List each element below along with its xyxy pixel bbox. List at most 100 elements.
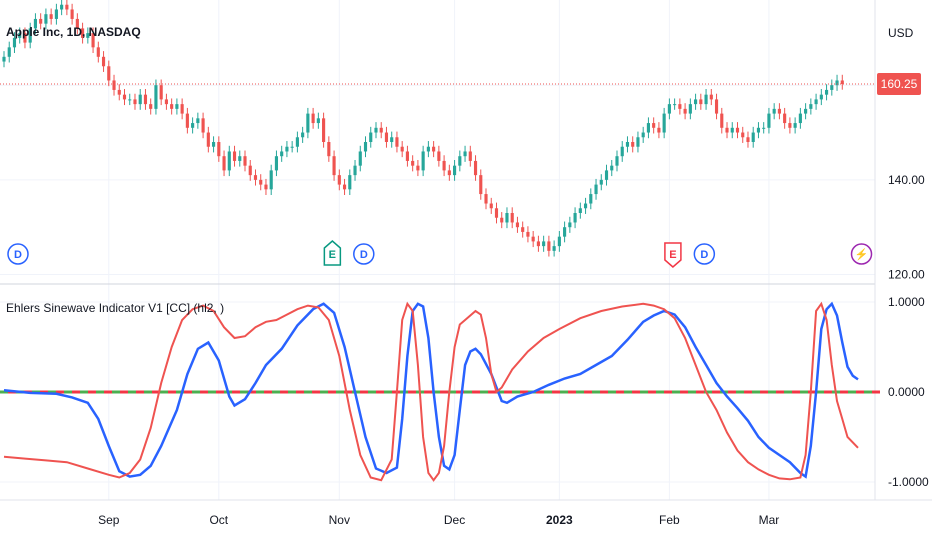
dividend-marker[interactable]: D <box>353 243 375 265</box>
candle-body[interactable] <box>683 108 687 114</box>
candle-body[interactable] <box>274 156 279 171</box>
candle-body[interactable] <box>631 142 635 147</box>
candle-body[interactable] <box>363 142 368 152</box>
candle-body[interactable] <box>201 118 205 133</box>
candle-body[interactable] <box>709 94 713 100</box>
candle-body[interactable] <box>741 132 745 138</box>
candle-body[interactable] <box>804 108 808 114</box>
dividend-marker[interactable]: D <box>7 243 29 265</box>
candle-body[interactable] <box>840 80 844 85</box>
candle-body[interactable] <box>484 194 488 204</box>
candle-body[interactable] <box>814 99 818 105</box>
candle-body[interactable] <box>259 179 263 185</box>
candle-body[interactable] <box>714 99 719 114</box>
candle-body[interactable] <box>7 47 11 57</box>
candle-body[interactable] <box>526 231 530 237</box>
candle-body[interactable] <box>159 85 163 100</box>
candle-body[interactable] <box>819 94 823 100</box>
candle-body[interactable] <box>337 175 341 185</box>
candle-body[interactable] <box>28 28 32 43</box>
candle-body[interactable] <box>458 156 462 166</box>
candle-body[interactable] <box>70 9 74 19</box>
candle-body[interactable] <box>227 151 231 171</box>
candle-body[interactable] <box>489 203 493 209</box>
candle-body[interactable] <box>646 123 651 133</box>
candle-body[interactable] <box>699 99 703 105</box>
candle-body[interactable] <box>374 127 378 133</box>
candle-body[interactable] <box>824 89 829 95</box>
event-markers[interactable]: D E D E D ⚡ <box>7 240 873 268</box>
candle-body[interactable] <box>149 104 153 109</box>
candle-body[interactable] <box>531 236 535 242</box>
candle-body[interactable] <box>133 99 137 105</box>
candle-body[interactable] <box>615 156 619 166</box>
candle-body[interactable] <box>243 156 247 166</box>
dividend-marker[interactable]: D <box>693 243 716 265</box>
candle-body[interactable] <box>60 4 64 10</box>
candle-body[interactable] <box>494 208 499 218</box>
candle-body[interactable] <box>164 99 168 105</box>
candle-body[interactable] <box>552 246 556 251</box>
candle-body[interactable] <box>411 160 415 166</box>
candle-body[interactable] <box>583 203 588 209</box>
candle-body[interactable] <box>217 142 221 157</box>
candle-body[interactable] <box>772 108 776 114</box>
candle-body[interactable] <box>573 213 577 223</box>
candle-body[interactable] <box>122 94 127 100</box>
candle-body[interactable] <box>238 156 242 161</box>
candle-body[interactable] <box>280 151 284 157</box>
candle-body[interactable] <box>18 33 22 38</box>
candle-body[interactable] <box>657 127 661 133</box>
candle-body[interactable] <box>793 123 797 128</box>
candle-body[interactable] <box>39 18 43 24</box>
candle-body[interactable] <box>2 56 6 62</box>
candle-body[interactable] <box>798 113 802 124</box>
candle-body[interactable] <box>322 118 326 142</box>
candle-body[interactable] <box>510 213 514 223</box>
candle-body[interactable] <box>384 132 389 142</box>
candle-body[interactable] <box>86 33 90 38</box>
candle-body[interactable] <box>604 170 609 180</box>
candle-body[interactable] <box>301 132 305 138</box>
candle-body[interactable] <box>400 146 404 152</box>
candle-body[interactable] <box>751 132 755 142</box>
candle-body[interactable] <box>762 127 766 129</box>
candle-body[interactable] <box>75 18 79 29</box>
candle-body[interactable] <box>395 137 399 147</box>
candle-body[interactable] <box>473 160 478 176</box>
candle-body[interactable] <box>33 18 38 29</box>
candle-body[interactable] <box>636 137 640 147</box>
candle-body[interactable] <box>211 142 216 147</box>
candle-body[interactable] <box>809 104 813 109</box>
candle-body[interactable] <box>788 123 792 128</box>
candle-body[interactable] <box>563 227 567 237</box>
main-price-axis[interactable]: 140.00 120.00 <box>888 173 925 282</box>
candle-body[interactable] <box>557 236 561 247</box>
candle-body[interactable] <box>542 241 546 247</box>
price-candles[interactable] <box>2 0 844 257</box>
candle-body[interactable] <box>835 80 839 86</box>
time-axis[interactable]: Sep Oct Nov Dec 2023 Feb Mar <box>98 513 779 527</box>
candle-body[interactable] <box>783 113 787 124</box>
candle-body[interactable] <box>290 146 294 148</box>
candle-body[interactable] <box>521 227 525 232</box>
candle-body[interactable] <box>437 151 441 161</box>
sine-series-line[interactable] <box>3 301 859 479</box>
candle-body[interactable] <box>91 33 95 48</box>
candle-body[interactable] <box>96 47 100 57</box>
candle-body[interactable] <box>342 184 347 190</box>
candle-body[interactable] <box>44 14 48 24</box>
lead-series-line[interactable] <box>3 301 859 482</box>
candle-body[interactable] <box>730 127 734 133</box>
candle-body[interactable] <box>379 127 383 133</box>
earnings-marker[interactable]: E <box>664 242 682 268</box>
candle-body[interactable] <box>536 241 540 247</box>
candle-body[interactable] <box>720 113 724 128</box>
candle-body[interactable] <box>222 156 226 171</box>
candle-body[interactable] <box>154 85 158 109</box>
earnings-marker[interactable]: E <box>323 240 342 266</box>
candle-body[interactable] <box>327 142 331 157</box>
candle-body[interactable] <box>610 165 614 171</box>
candle-body[interactable] <box>12 37 17 48</box>
